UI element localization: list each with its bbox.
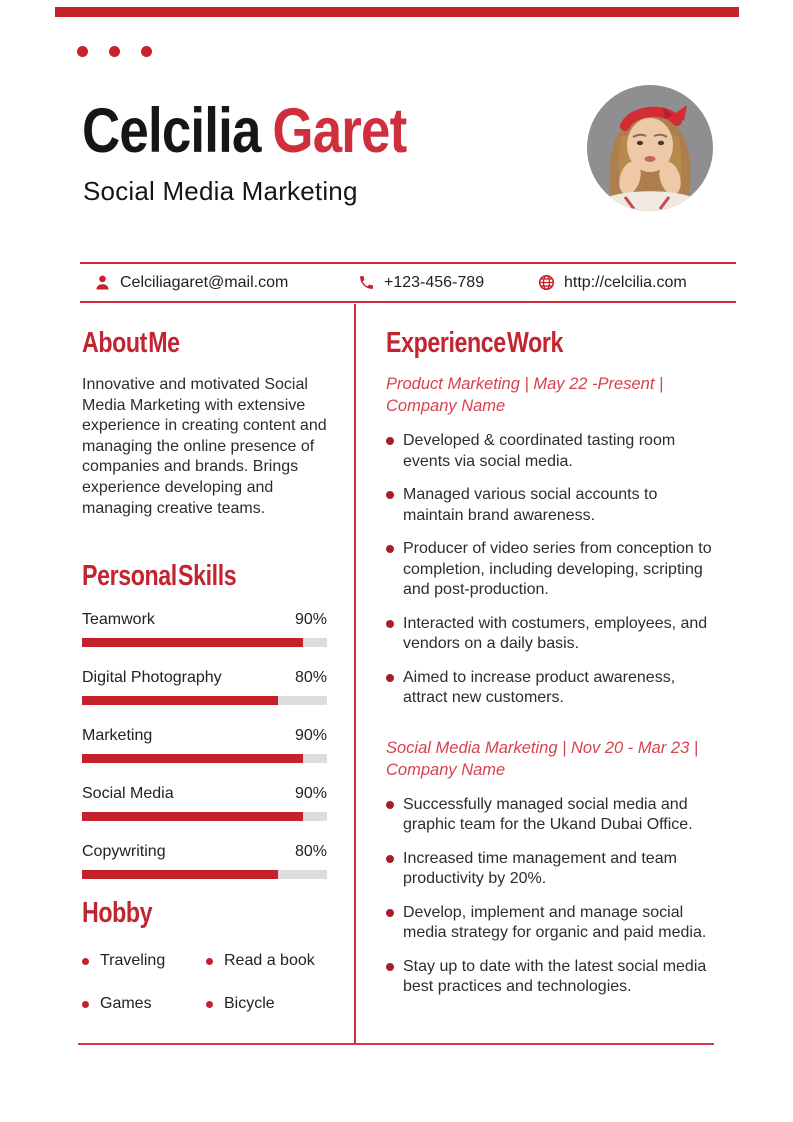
job-bullet: Stay up to date with the latest social m… [386, 957, 713, 998]
contact-website: http://celcilia.com [538, 264, 687, 301]
about-heading: About Me [82, 327, 180, 359]
skill-percent: 80% [294, 843, 327, 860]
job-bullet: Increased time management and team produ… [386, 849, 713, 890]
bullet-icon [206, 1000, 213, 1008]
dot-icon [77, 46, 88, 57]
dot-icon [109, 46, 120, 57]
skill-row: Digital Photography 80% [82, 668, 327, 705]
contact-phone: +123-456-789 [358, 264, 484, 301]
contact-bar: Celciliagaret@mail.com +123-456-789 http… [80, 262, 736, 303]
skill-bar-fill [82, 638, 303, 647]
bullet-icon [82, 1000, 89, 1008]
skill-bar-fill [82, 812, 303, 821]
email-text: Celciliagaret@mail.com [120, 273, 289, 291]
hobby-label: Read a book [224, 952, 315, 969]
skill-percent: 90% [294, 785, 327, 802]
skill-percent: 90% [294, 727, 327, 744]
skill-bar-track [82, 638, 327, 647]
last-name: Garet [272, 96, 407, 166]
phone-icon [360, 276, 373, 289]
page-title: Celcilia Garet [82, 96, 407, 166]
job-title: Social Media Marketing | Nov 20 - Mar 23… [386, 738, 699, 779]
skill-bar-track [82, 696, 327, 705]
skill-percent: 90% [294, 611, 327, 628]
skill-bar-fill [82, 870, 278, 879]
skill-label: Copywriting [82, 843, 166, 860]
hobby-heading: Hobby [82, 897, 153, 929]
job-title: Product Marketing | May 22 -Present | Co… [386, 375, 664, 415]
job-bullet: Interacted with costumers, employees, an… [386, 614, 713, 655]
skill-bar-track [82, 754, 327, 763]
skill-bar-fill [82, 754, 303, 763]
skills-section: Personal Skills Teamwork 90% Digital Pho… [82, 561, 327, 900]
skills-heading: Personal Skills [82, 560, 237, 592]
bottom-rule [78, 1043, 714, 1045]
skill-label: Digital Photography [82, 669, 222, 686]
skill-row: Teamwork 90% [82, 610, 327, 647]
hobby-label: Games [100, 995, 152, 1012]
hobby-label: Traveling [100, 952, 166, 969]
skill-row: Copywriting 80% [82, 842, 327, 879]
job-bullet: Develop, implement and manage social med… [386, 903, 713, 944]
experience-heading: Experience Work [386, 327, 564, 359]
decorative-dots [77, 46, 152, 57]
hobby-item: Read a book [206, 952, 344, 970]
job-bullet: Producer of video series from conception… [386, 539, 713, 601]
bullet-icon [206, 957, 213, 965]
about-section: About Me Innovative and motivated Social… [82, 328, 332, 519]
job-bullet: Successfully managed social media and gr… [386, 795, 713, 836]
profile-photo [587, 85, 713, 211]
job-bullet: Aimed to increase product awareness, att… [386, 668, 713, 709]
hobby-item: Bicycle [206, 995, 344, 1013]
column-divider [354, 304, 356, 1043]
first-name: Celcilia [82, 96, 261, 166]
bullet-icon [82, 957, 89, 965]
person-icon [96, 275, 109, 290]
job-bullet-list: Successfully managed social media and gr… [386, 795, 713, 998]
skill-percent: 80% [294, 669, 327, 686]
dot-icon [141, 46, 152, 57]
skill-bar-fill [82, 696, 278, 705]
hobby-label: Bicycle [224, 995, 275, 1012]
website-text: http://celcilia.com [564, 273, 687, 291]
skill-label: Marketing [82, 727, 153, 744]
job-bullet: Managed various social accounts to maint… [386, 485, 713, 526]
job-subtitle: Social Media Marketing [83, 176, 358, 206]
hobby-section: Hobby Traveling Read a book Games Bicycl… [82, 898, 344, 1013]
globe-icon [538, 274, 555, 291]
hobby-item: Traveling [82, 952, 206, 970]
skill-row: Social Media 90% [82, 784, 327, 821]
experience-section: Experience Work Product Marketing | May … [386, 328, 713, 1011]
job-bullet-list: Developed & coordinated tasting room eve… [386, 431, 713, 709]
top-accent-bar [55, 7, 739, 17]
skill-label: Teamwork [82, 611, 155, 628]
phone-text: +123-456-789 [384, 273, 485, 291]
skill-row: Marketing 90% [82, 726, 327, 763]
hobby-item: Games [82, 995, 206, 1013]
contact-email: Celciliagaret@mail.com [94, 264, 288, 301]
skill-bar-track [82, 812, 327, 821]
job-bullet: Developed & coordinated tasting room eve… [386, 431, 713, 472]
skill-bar-track [82, 870, 327, 879]
about-text: Innovative and motivated Social Media Ma… [82, 376, 327, 517]
skill-label: Social Media [82, 785, 174, 802]
